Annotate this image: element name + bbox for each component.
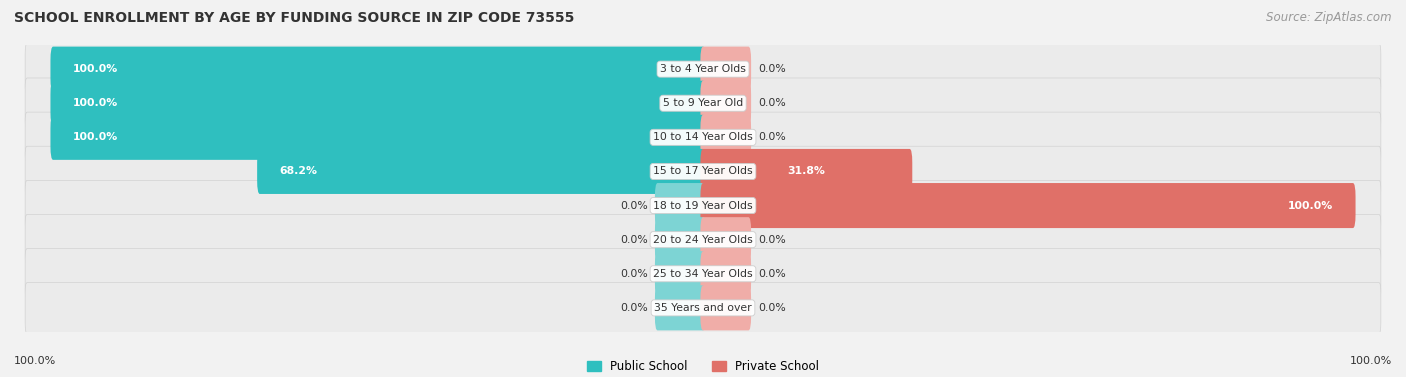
Text: 100.0%: 100.0% — [1288, 201, 1333, 211]
Text: 25 to 34 Year Olds: 25 to 34 Year Olds — [654, 269, 752, 279]
Text: 0.0%: 0.0% — [620, 234, 648, 245]
FancyBboxPatch shape — [51, 47, 706, 92]
Text: 0.0%: 0.0% — [758, 234, 786, 245]
Text: 0.0%: 0.0% — [620, 303, 648, 313]
FancyBboxPatch shape — [25, 112, 1381, 162]
Text: 100.0%: 100.0% — [14, 356, 56, 366]
FancyBboxPatch shape — [25, 78, 1381, 129]
Legend: Public School, Private School: Public School, Private School — [582, 355, 824, 377]
FancyBboxPatch shape — [655, 217, 706, 262]
FancyBboxPatch shape — [25, 180, 1381, 231]
FancyBboxPatch shape — [25, 248, 1381, 299]
Text: SCHOOL ENROLLMENT BY AGE BY FUNDING SOURCE IN ZIP CODE 73555: SCHOOL ENROLLMENT BY AGE BY FUNDING SOUR… — [14, 11, 575, 25]
FancyBboxPatch shape — [51, 81, 706, 126]
Text: 0.0%: 0.0% — [758, 269, 786, 279]
FancyBboxPatch shape — [700, 149, 912, 194]
FancyBboxPatch shape — [655, 285, 706, 330]
Text: 10 to 14 Year Olds: 10 to 14 Year Olds — [654, 132, 752, 143]
FancyBboxPatch shape — [51, 115, 706, 160]
Text: 15 to 17 Year Olds: 15 to 17 Year Olds — [654, 166, 752, 176]
FancyBboxPatch shape — [700, 251, 751, 296]
Text: 0.0%: 0.0% — [758, 64, 786, 74]
FancyBboxPatch shape — [700, 217, 751, 262]
FancyBboxPatch shape — [700, 115, 751, 160]
FancyBboxPatch shape — [700, 183, 1355, 228]
Text: 0.0%: 0.0% — [758, 303, 786, 313]
Text: 35 Years and over: 35 Years and over — [654, 303, 752, 313]
Text: 3 to 4 Year Olds: 3 to 4 Year Olds — [659, 64, 747, 74]
Text: 31.8%: 31.8% — [787, 166, 825, 176]
FancyBboxPatch shape — [25, 146, 1381, 197]
Text: 0.0%: 0.0% — [620, 201, 648, 211]
Text: 100.0%: 100.0% — [73, 64, 118, 74]
Text: 0.0%: 0.0% — [620, 269, 648, 279]
Text: 100.0%: 100.0% — [73, 132, 118, 143]
FancyBboxPatch shape — [700, 285, 751, 330]
FancyBboxPatch shape — [655, 183, 706, 228]
Text: 0.0%: 0.0% — [758, 132, 786, 143]
FancyBboxPatch shape — [25, 215, 1381, 265]
Text: 5 to 9 Year Old: 5 to 9 Year Old — [662, 98, 744, 108]
FancyBboxPatch shape — [25, 44, 1381, 94]
Text: 0.0%: 0.0% — [758, 98, 786, 108]
FancyBboxPatch shape — [25, 283, 1381, 333]
Text: 18 to 19 Year Olds: 18 to 19 Year Olds — [654, 201, 752, 211]
FancyBboxPatch shape — [700, 81, 751, 126]
Text: 68.2%: 68.2% — [280, 166, 318, 176]
FancyBboxPatch shape — [257, 149, 706, 194]
FancyBboxPatch shape — [700, 47, 751, 92]
Text: 20 to 24 Year Olds: 20 to 24 Year Olds — [654, 234, 752, 245]
Text: Source: ZipAtlas.com: Source: ZipAtlas.com — [1267, 11, 1392, 24]
FancyBboxPatch shape — [655, 251, 706, 296]
Text: 100.0%: 100.0% — [73, 98, 118, 108]
Text: 100.0%: 100.0% — [1350, 356, 1392, 366]
